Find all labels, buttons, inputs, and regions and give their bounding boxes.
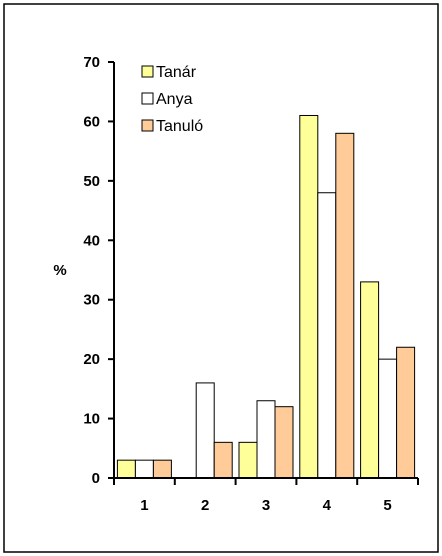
y-tick-label-0: 0 bbox=[92, 470, 100, 487]
bars-group bbox=[116, 114, 416, 479]
x-tick-label-5: 5 bbox=[383, 497, 391, 514]
bar-Tanuló-1 bbox=[152, 459, 172, 479]
x-tick-label-1: 1 bbox=[140, 497, 148, 514]
bar-Tanuló-3 bbox=[274, 406, 294, 479]
legend-label-Tanuló: Tanuló bbox=[156, 118, 203, 135]
x-tick-label-4: 4 bbox=[323, 497, 332, 514]
bar-Anya-3 bbox=[256, 400, 276, 479]
bar-Tanuló-2 bbox=[213, 441, 233, 479]
x-ticks-group: 1 2 3 4 5 bbox=[113, 478, 419, 514]
bar-Tanuló-5 bbox=[396, 346, 416, 479]
bar-Tanár-5 bbox=[360, 281, 380, 479]
bar-Anya-2 bbox=[195, 382, 215, 479]
y-tick-label-10: 10 bbox=[83, 411, 100, 428]
y-tick-label-30: 30 bbox=[83, 292, 100, 309]
y-tick-label-40: 40 bbox=[83, 232, 100, 249]
legend-swatch-Tanár bbox=[141, 65, 154, 78]
bar-Anya-5 bbox=[378, 358, 398, 479]
legend-label-Tanár: Tanár bbox=[156, 64, 197, 81]
bar-Tanár-4 bbox=[299, 114, 319, 479]
legend-swatch-Anya bbox=[141, 92, 154, 105]
legend-label-Anya: Anya bbox=[156, 91, 193, 108]
legend-swatch-Tanuló bbox=[141, 119, 154, 132]
bar-Tanár-1 bbox=[116, 459, 136, 479]
y-ticks-group: 0 10 20 30 40 50 60 70 bbox=[83, 54, 114, 487]
x-tick-label-2: 2 bbox=[201, 497, 209, 514]
y-tick-label-60: 60 bbox=[83, 113, 100, 130]
x-tick-label-3: 3 bbox=[262, 497, 270, 514]
y-tick-label-50: 50 bbox=[83, 173, 100, 190]
y-tick-label-20: 20 bbox=[83, 351, 100, 368]
bar-Anya-1 bbox=[134, 459, 154, 479]
y-axis-title: % bbox=[53, 262, 66, 279]
y-tick-label-70: 70 bbox=[83, 54, 100, 71]
bar-Tanár-3 bbox=[238, 441, 258, 479]
bar-Tanuló-4 bbox=[335, 132, 355, 479]
bar-Anya-4 bbox=[317, 192, 337, 479]
legend: Tanár Anya Tanuló bbox=[141, 64, 203, 135]
